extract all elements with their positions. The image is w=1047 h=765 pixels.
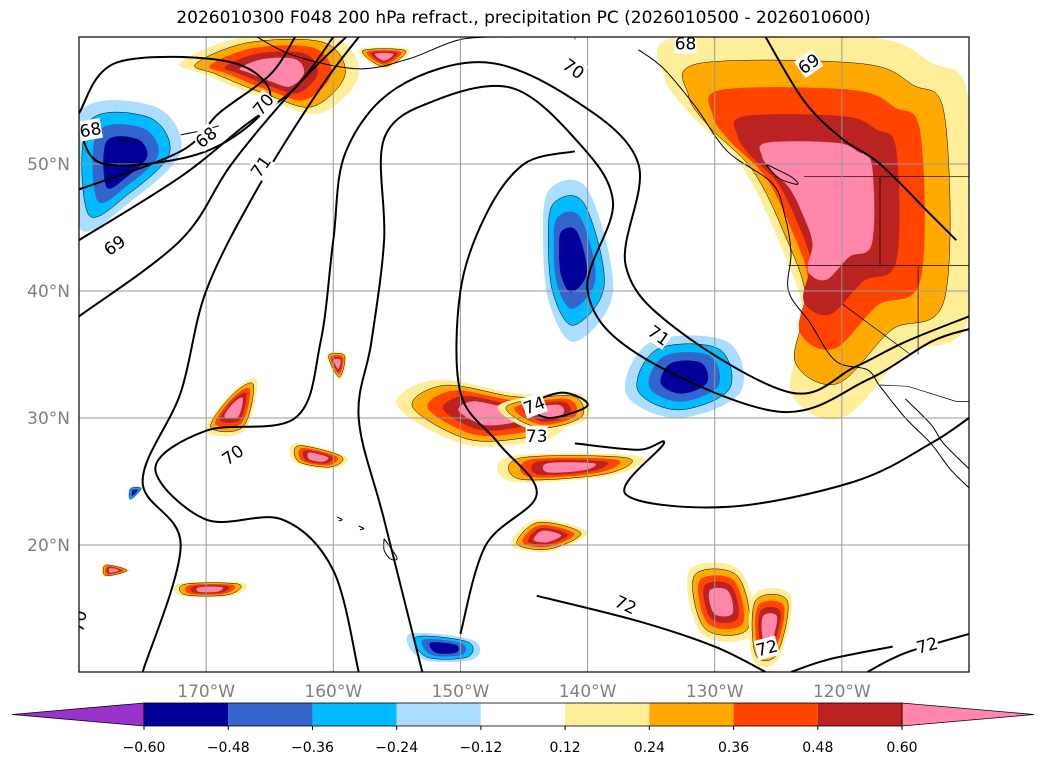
colorbar-swatch	[228, 703, 313, 726]
colorbar-swatch	[817, 703, 902, 726]
precip-area-18	[406, 632, 481, 663]
lon-tick-label: 160°W	[304, 682, 362, 702]
colorbar-tick-label: −0.36	[291, 740, 334, 756]
colorbar-tick-label: 0.48	[802, 740, 833, 756]
coastline-2	[905, 398, 969, 470]
contour-label: 73	[525, 425, 548, 447]
coastline-5	[336, 516, 343, 522]
precip-area-2	[656, 37, 969, 420]
colorbar-swatch	[733, 703, 818, 726]
contour-label: 68	[674, 34, 697, 54]
colorbar-swatch	[396, 703, 481, 726]
colorbar-extend-low	[11, 702, 145, 727]
colorbar-tick-label: −0.24	[375, 740, 418, 756]
colorbar-tick-label: −0.60	[123, 740, 166, 756]
contour-label: 70	[68, 608, 92, 634]
border-1	[879, 384, 969, 402]
precipitation-shading	[79, 37, 969, 668]
contour-line-3	[141, 37, 360, 672]
colorbar-tick-label: 0.60	[886, 740, 917, 756]
colorbar-outline	[143, 702, 903, 727]
lon-tick-label: 130°W	[686, 682, 744, 702]
lon-tick-label: 140°W	[559, 682, 617, 702]
contour-line-7	[455, 150, 576, 635]
gridlines	[79, 37, 969, 672]
lon-tick-label: 120°W	[813, 682, 871, 702]
contour-line-9	[523, 391, 589, 420]
contour-line-1	[79, 37, 296, 191]
colorbar-swatch	[565, 703, 650, 726]
colorbar-tick-label: 0.24	[634, 740, 665, 756]
political-borders	[574, 37, 969, 402]
contour-line-12	[790, 645, 893, 672]
axis-tick-labels: 170°W 160°W 150°W 140°W 130°W 120°W 20°N 30°N 40…	[27, 155, 871, 702]
contour-line-11	[866, 632, 969, 672]
precip-area-16	[543, 179, 614, 342]
colorbar-swatch	[649, 703, 734, 726]
colorbar-tick-label: 0.36	[718, 740, 749, 756]
precip-area-19	[128, 486, 143, 501]
colorbar-extend-high	[901, 702, 1035, 727]
map-frame	[78, 36, 970, 673]
contour-line-10	[536, 594, 767, 672]
contour-line-5	[154, 61, 969, 672]
lat-tick-label: 20°N	[27, 536, 70, 556]
svg-text:68: 68	[78, 119, 103, 142]
lon-tick-label: 150°W	[432, 682, 490, 702]
svg-text:70: 70	[68, 609, 91, 634]
svg-text:73: 73	[526, 427, 548, 447]
contour-line-13	[764, 37, 957, 241]
colorbar-tick-label: −0.12	[459, 740, 502, 756]
precip-area-9	[205, 377, 258, 437]
coastline-0	[256, 37, 512, 70]
colorbar-swatch	[312, 703, 397, 726]
precip-area-11	[101, 563, 130, 577]
coastlines	[117, 37, 969, 561]
contour-line-8	[574, 417, 969, 509]
lat-tick-label: 30°N	[27, 409, 70, 429]
coastline-4	[358, 525, 365, 531]
colorbar-tick-label: 0.12	[550, 740, 581, 756]
contour-line-6	[357, 84, 969, 672]
map-title: 2026010300 F048 200 hPa refract., precip…	[176, 8, 871, 28]
lon-tick-label: 170°W	[177, 682, 235, 702]
refractivity-contours	[79, 37, 969, 672]
contour-label: 68	[78, 117, 103, 142]
colorbar-swatch	[480, 703, 566, 726]
precip-area-1	[358, 47, 411, 69]
colorbar-swatch	[144, 703, 229, 726]
lat-tick-label: 40°N	[27, 282, 70, 302]
precip-area-6	[511, 519, 588, 553]
contour-line-4	[79, 37, 347, 318]
lat-tick-label: 50°N	[27, 155, 70, 175]
precip-area-10	[173, 581, 248, 598]
coastline-1	[638, 49, 969, 489]
precip-area-7	[687, 562, 756, 642]
colorbar: −0.60 −0.48 −0.36 −0.24 −0.12 0.12 0.24 0.36 0.4…	[11, 702, 1035, 756]
precip-area-5	[496, 453, 645, 483]
coastline-3	[383, 538, 398, 561]
coastline-8	[765, 163, 799, 185]
svg-text:68: 68	[675, 34, 697, 54]
coastline-6	[117, 139, 143, 143]
colorbar-tick-label: −0.48	[207, 740, 250, 756]
